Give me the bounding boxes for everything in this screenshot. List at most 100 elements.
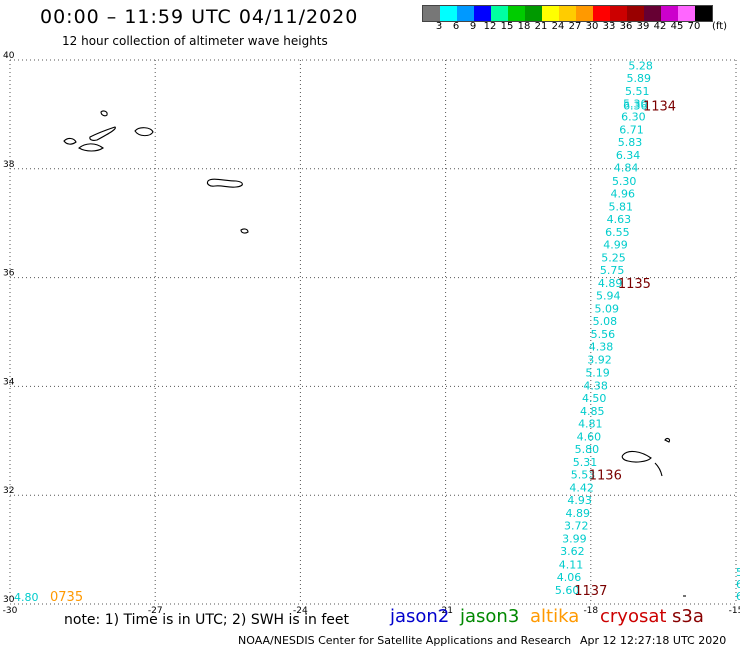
wave-height-value: 4.38	[583, 379, 608, 392]
island-sao-miguel	[206, 178, 243, 188]
wave-height-value: 5.83	[618, 136, 643, 149]
wave-height-value: 4.50	[582, 392, 607, 405]
pass-time-label: 1136	[589, 469, 622, 484]
legend-swatch	[695, 6, 712, 21]
satellite-jason3: jason3	[460, 606, 520, 627]
wave-height-value: 6.30	[621, 111, 646, 124]
legend-swatch	[542, 6, 559, 21]
satellite-cryosat: cryosat	[600, 606, 667, 627]
legend-tick: 33	[602, 21, 616, 32]
legend-swatch	[474, 6, 491, 21]
latitude-label: 32	[3, 486, 14, 496]
longitude-label: -21	[438, 606, 453, 616]
wave-height-value: 5.89	[626, 72, 651, 85]
legend-tick: 27	[568, 21, 582, 32]
wave-height-value: 5.25	[601, 251, 626, 264]
credit-line: NOAA/NESDIS Center for Satellite Applica…	[238, 634, 572, 647]
wave-height-value: 4.89	[598, 277, 623, 290]
legend-tick: 3	[435, 21, 443, 32]
legend-swatch	[525, 6, 542, 21]
wave-height-value: 4.89	[565, 507, 590, 520]
wave-height-value: 5.53	[571, 469, 596, 482]
longitude-label: -18	[583, 606, 598, 616]
wave-height-value: 4.84	[614, 162, 639, 175]
latitude-label: 34	[3, 377, 15, 387]
wave-height-value: 6.71	[619, 124, 644, 137]
wave-height-value: 5.56	[591, 328, 616, 341]
axis-labels: 40 38 36 34 32 30-30 -27 -24 -21 -18 -15	[3, 51, 740, 616]
latitude-label: 40	[3, 51, 15, 61]
longitude-label: -15	[729, 606, 740, 616]
legend-swatch	[661, 6, 678, 21]
wave-height-value: 3.99	[562, 533, 587, 546]
legend-swatch	[627, 6, 644, 21]
wave-height-value: 4.85	[580, 405, 605, 418]
wave-height-value: 5.19	[585, 366, 610, 379]
legend-tick: 18	[517, 21, 531, 32]
legend-swatch	[491, 6, 508, 21]
wave-height-value: 4.11	[559, 558, 584, 571]
longitude-label: -24	[293, 606, 308, 616]
wave-height-value: 5.60	[555, 584, 580, 597]
island-santa-maria	[240, 228, 249, 234]
legend-tick: 15	[500, 21, 514, 32]
corner-wave-value: 6	[736, 578, 740, 591]
legend-swatch	[508, 6, 525, 21]
legend-swatch	[440, 6, 457, 21]
map-grid	[9, 59, 737, 605]
island-flores	[100, 110, 108, 117]
legend-swatch	[593, 6, 610, 21]
wave-height-value: 5.75	[600, 264, 625, 277]
legend-tick: 70	[687, 21, 701, 32]
legend-tick: 30	[585, 21, 599, 32]
wave-height-value: 4.99	[603, 238, 628, 251]
wave-height-value: 5.08	[593, 315, 618, 328]
units-note: note: 1) Time is in UTC; 2) SWH is in fe…	[64, 612, 350, 628]
wave-height-value: 5.09	[595, 303, 620, 316]
legend-swatch	[644, 6, 661, 21]
wave-height-value: 4.81	[578, 417, 603, 430]
wave-height-value: 6.36	[623, 100, 648, 113]
legend-tick: 42	[653, 21, 667, 32]
wave-height-value: 5.80	[575, 443, 600, 456]
legend-swatch	[678, 6, 695, 21]
corner-wave-value: 4.80	[14, 591, 39, 604]
pass-time-label: 1135	[618, 277, 651, 292]
wave-height-value: 4.06	[557, 571, 582, 584]
wave-height-value: 5.51	[625, 85, 650, 98]
island-pico	[78, 143, 104, 152]
wave-height-value: 4.93	[567, 494, 592, 507]
longitude-label: -30	[3, 606, 18, 616]
legend-swatch	[610, 6, 627, 21]
wave-height-color-legend	[422, 5, 713, 22]
satellite-altika: altika	[530, 606, 580, 627]
wave-height-value: 4.96	[610, 187, 635, 200]
longitude-label: -27	[148, 606, 163, 616]
legend-tick: 39	[636, 21, 650, 32]
latitude-label: 38	[3, 160, 15, 170]
legend-tick: 21	[534, 21, 548, 32]
generated-timestamp: Apr 12 12:27:18 UTC 2020	[580, 634, 727, 647]
latitude-label: 36	[3, 269, 15, 279]
island-madeira	[621, 450, 652, 463]
wave-height-value: 6.55	[605, 226, 630, 239]
legend-tick: 6	[452, 21, 460, 32]
legend-tick: 36	[619, 21, 633, 32]
latitude-label: 30	[3, 595, 15, 605]
wave-height-value: 5.30	[623, 98, 648, 111]
map-title: 00:00 – 11:59 UTC 04/11/2020	[40, 6, 359, 28]
island-terceira	[134, 127, 154, 137]
satellite-jason2: jason2	[390, 606, 450, 627]
wave-height-value: 5.31	[573, 456, 598, 469]
wave-height-value: 4.38	[589, 341, 614, 354]
island-faial	[63, 137, 77, 145]
wave-height-value: 4.63	[607, 213, 632, 226]
legend-tick: 45	[670, 21, 684, 32]
wave-height-value: 5.94	[596, 290, 621, 303]
wave-height-value: 6.34	[616, 149, 641, 162]
legend-swatch	[423, 6, 440, 21]
legend-unit-label: (ft)	[712, 21, 728, 32]
legend-tick: 12	[483, 21, 497, 32]
legend-swatch	[576, 6, 593, 21]
